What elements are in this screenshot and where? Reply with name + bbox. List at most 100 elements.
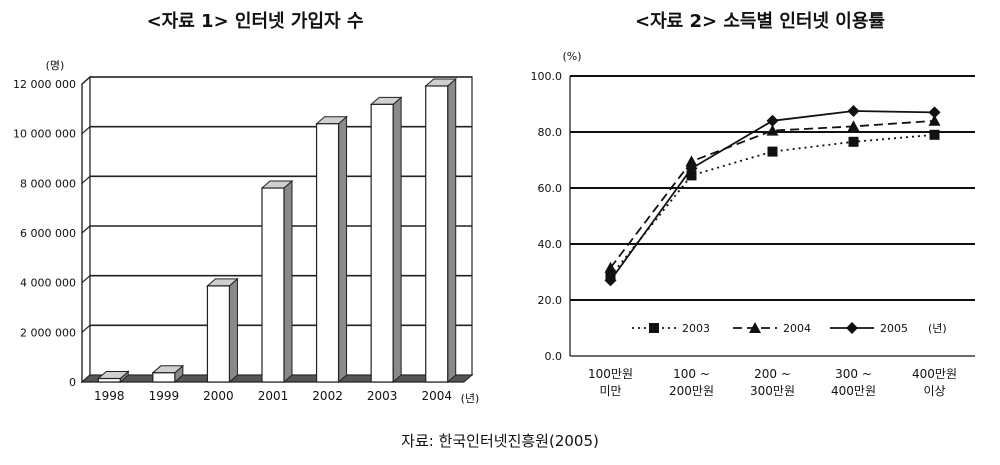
chart2-title: <자료 2> 소득별 인터넷 이용률 [635, 11, 885, 32]
chart1-x-tick-label: 1998 [94, 389, 125, 403]
chart1-x-tick-label: 1999 [149, 389, 180, 403]
chart2-legend-marker [649, 323, 659, 333]
chart1-bar-2003 [369, 96, 403, 384]
chart1-gridline-side [81, 324, 91, 333]
chart2-point-2003 [767, 146, 778, 157]
chart2-x-tick-label: 200만원 [669, 384, 714, 398]
chart2-legend: 2003 2004 2005 (년) [632, 322, 947, 335]
chart1-x-tick-label: 2002 [312, 389, 343, 403]
chart1-bar-2000 [206, 277, 239, 384]
chart1-x-tick-label: 2000 [203, 389, 234, 403]
chart1-xlabel: (년) [461, 392, 480, 405]
chart1-bar-side [283, 179, 293, 384]
chart1-y-tick-label: 8 000 000 [20, 177, 76, 190]
chart2-legend-item-2004: 2004 [733, 322, 811, 335]
chart1-bars [96, 77, 458, 384]
chart2-y-tick-labels: 0.0 20.0 40.0 60.0 80.0 100.0 [531, 70, 563, 363]
chart1-gridline-side [81, 225, 91, 234]
chart1-y-tick-label: 2 000 000 [20, 326, 76, 339]
chart1-bar-front [370, 103, 394, 383]
chart1-y-tick-label: 4 000 000 [20, 277, 76, 290]
chart2-legend-marker [749, 322, 761, 333]
chart1-bar-front [152, 372, 176, 383]
chart1-title: <자료 1> 인터넷 가입자 수 [147, 10, 364, 32]
chart2-y-tick-label: 100.0 [531, 70, 563, 83]
chart2-point-2004 [928, 114, 941, 126]
chart2-legend-item-2005: 2005 [830, 322, 908, 335]
chart2-y-tick-label: 80.0 [538, 126, 563, 139]
source-note: 자료: 한국인터넷진흥원(2005) [401, 432, 599, 450]
chart1-x-tick-label: 2003 [367, 389, 398, 403]
chart2-point-2005 [928, 106, 941, 119]
chart1-x-tick-labels: 1998 1999 2000 2001 2002 2003 2004 [94, 389, 452, 403]
chart2-series [604, 105, 941, 287]
chart2-series-2003 [605, 129, 940, 282]
chart1-y-tick-label: 6 000 000 [20, 227, 76, 240]
chart1-bar-2002 [315, 115, 348, 384]
chart1-bar-front [315, 123, 340, 383]
chart2-gridlines [569, 75, 975, 357]
chart1-bar-2001 [260, 179, 294, 384]
chart1-y-tick-label: 12 000 000 [13, 78, 76, 91]
chart2-point-2005 [766, 114, 779, 127]
chart1-bar-1999 [151, 364, 185, 384]
chart2-point-2005 [847, 105, 860, 117]
chart2-legend-label: 2005 [880, 322, 908, 335]
chart1-bar-front [261, 187, 285, 383]
chart1-y-tick-labels: 0 2 000 000 4 000 000 6 000 000 8 000 000 10 … [13, 78, 76, 389]
chart-subscribers: <자료 1> 인터넷 가입자 수 (명) (년) 0 2 000 000 4 000… [13, 10, 479, 405]
chart2-x-tick-label: 300 ~ [835, 367, 872, 381]
chart2-series-2004 [604, 114, 941, 273]
chart1-gridline-side [81, 275, 91, 284]
chart2-series-2005 [604, 105, 941, 287]
chart1-ylabel: (명) [46, 59, 65, 72]
chart1-bar-side [447, 77, 457, 384]
chart2-x-tick-label: 400만원 [912, 367, 957, 381]
chart2-ylabel: (%) [562, 50, 581, 63]
chart1-x-tick-label: 2001 [258, 389, 289, 403]
chart2-y-tick-label: 60.0 [538, 182, 563, 195]
chart1-gridline-side [81, 175, 91, 184]
chart2-point-2003 [848, 136, 859, 147]
chart2-x-tick-label: 400만원 [831, 384, 876, 398]
chart1-gridline-side [81, 76, 91, 85]
chart2-legend-marker [846, 322, 858, 334]
chart2-point-2003 [929, 129, 940, 140]
chart2-point-2005 [685, 162, 698, 175]
chart2-point-2005 [604, 274, 617, 287]
chart1-bar-front [206, 285, 231, 383]
chart1-bar-side [228, 277, 238, 384]
chart2-point-2004 [685, 155, 698, 167]
chart2-x-tick-label: 300만원 [750, 384, 795, 398]
chart1-bar-side [338, 115, 348, 384]
chart2-y-tick-label: 40.0 [538, 238, 563, 251]
chart1-gridline-side [81, 126, 91, 135]
chart2-y-tick-label: 20.0 [538, 294, 563, 307]
chart2-y-tick-label: 0.0 [545, 350, 563, 363]
chart1-y-tick-label: 10 000 000 [13, 128, 76, 141]
chart1-bar-side [392, 96, 402, 384]
chart2-x-tick-label: 이상 [923, 384, 945, 398]
chart2-line-2004 [609, 119, 935, 269]
chart1-bar-front [425, 85, 449, 383]
chart2-x-tick-label: 미만 [599, 384, 621, 398]
chart2-line-2005 [609, 110, 935, 281]
chart1-bar-front [97, 377, 121, 383]
chart2-legend-unit: (년) [928, 322, 947, 335]
chart2-legend-item-2003: 2003 [632, 322, 710, 335]
chart2-x-tick-label: 200 ~ [754, 367, 791, 381]
chart1-bar-1998 [96, 370, 130, 384]
chart2-x-tick-label: 100만원 [588, 367, 633, 381]
chart1-y-tick-label: 0 [69, 376, 76, 389]
chart2-point-2004 [604, 261, 617, 273]
chart2-point-2004 [847, 120, 860, 132]
chart1-bar-2004 [424, 77, 458, 384]
chart2-legend-label: 2004 [783, 322, 811, 335]
chart2-x-tick-label: 100 ~ [673, 367, 710, 381]
chart2-legend-label: 2003 [682, 322, 710, 335]
chart2-point-2004 [766, 124, 779, 136]
chart2-point-2003 [686, 170, 697, 181]
chart-usage-by-income: <자료 2> 소득별 인터넷 이용률 (%) 0.0 20.0 40.0 60.0 80… [531, 11, 975, 398]
